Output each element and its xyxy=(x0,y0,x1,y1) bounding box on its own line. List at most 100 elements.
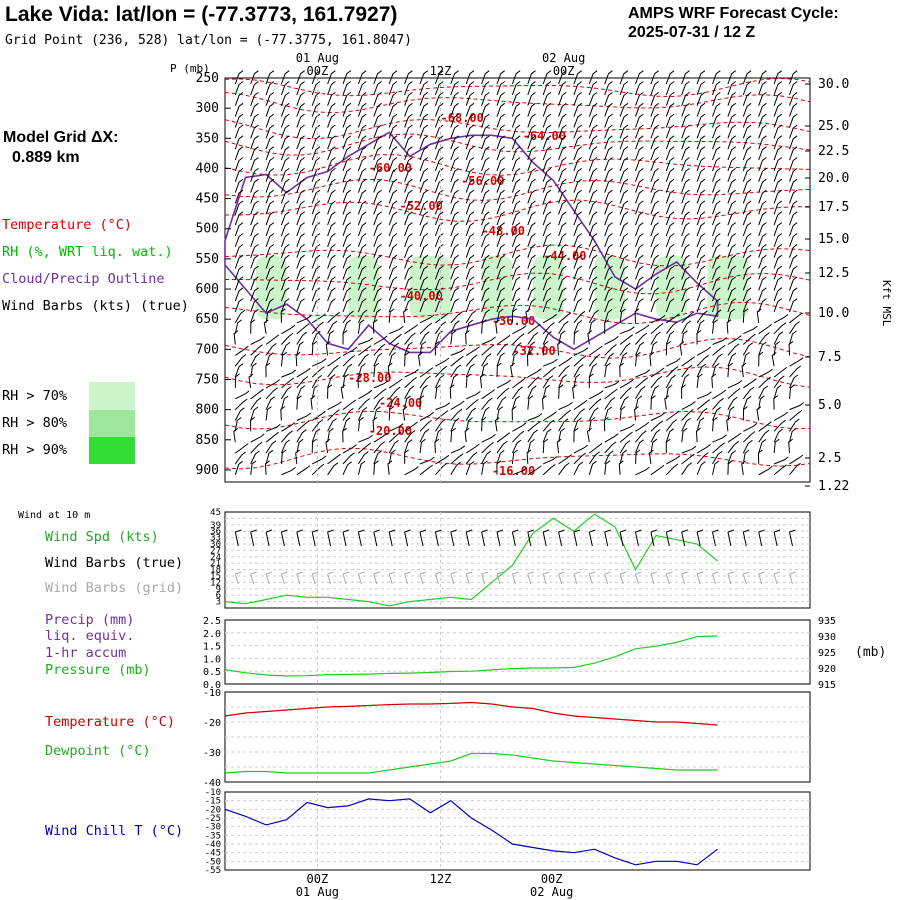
chill-tick--50: -50 xyxy=(205,857,221,867)
pressure-tick-450: 450 xyxy=(196,192,219,207)
pressure-tick-500: 500 xyxy=(196,222,219,237)
pressure-tick-350: 350 xyxy=(196,131,219,146)
chill-tick--40: -40 xyxy=(205,840,221,850)
pressure-label: Pressure (mb) xyxy=(45,662,151,678)
pressure-unit: (mb) xyxy=(855,645,886,660)
pressure-axis-label: P (mb) xyxy=(170,62,210,75)
temp-tick--10: -10 xyxy=(203,688,221,699)
isotherm-label-7: -40.00 xyxy=(399,289,442,303)
legend-rh80-swatch xyxy=(89,410,135,437)
isotherm-label-13: -16.00 xyxy=(492,464,535,478)
isotherm-1 xyxy=(224,92,811,114)
height-tick-3: 20.0 xyxy=(818,171,849,186)
legend-wind: Wind Barbs (kts) (true) xyxy=(2,298,189,314)
chill-tick--30: -30 xyxy=(205,823,221,833)
height-tick-7: 10.0 xyxy=(818,306,849,321)
legend-rh70-label: RH > 70% xyxy=(2,388,68,404)
height-tick-4: 17.5 xyxy=(818,200,849,215)
wind-tick-3: 3 xyxy=(216,598,221,608)
height-tick-5: 15.0 xyxy=(818,232,849,247)
wind-tick-24: 24 xyxy=(210,553,221,563)
wind-tick-15: 15 xyxy=(210,572,221,582)
wind-speed-line xyxy=(224,513,718,607)
isotherm-10 xyxy=(224,338,811,359)
pressure-line xyxy=(224,635,718,677)
chill-panel-frame xyxy=(224,791,811,871)
windchill-label: Wind Chill T (°C) xyxy=(45,823,184,839)
precip-tick-0: 2.5 xyxy=(203,616,221,627)
precip-panel-frame xyxy=(224,619,811,685)
chill-tick--35: -35 xyxy=(205,831,221,841)
rh-shade-6 xyxy=(656,255,687,320)
profile-wind-barbs xyxy=(233,70,804,476)
pressure-tick-700: 700 xyxy=(196,342,219,357)
rh-shade-3 xyxy=(481,255,513,320)
height-tick-1: 25.0 xyxy=(818,119,849,134)
precip-tick-4: 0.5 xyxy=(203,667,221,678)
windchill-line xyxy=(224,798,718,866)
pressure-tick-900: 900 xyxy=(196,463,219,478)
bottom-date-2: 02 Aug xyxy=(530,885,573,899)
legend-rh80-label: RH > 80% xyxy=(2,415,68,431)
pressure-tick-300: 300 xyxy=(196,101,219,116)
temp-tick--40: -40 xyxy=(203,778,221,789)
isotherm-13 xyxy=(224,447,811,470)
isotherm-7 xyxy=(224,244,811,267)
height-tick-8: 7.5 xyxy=(818,350,841,365)
isotherm-0 xyxy=(224,77,811,98)
forecast-cycle-title: AMPS WRF Forecast Cycle: xyxy=(628,5,839,22)
legend-rh90-label: RH > 90% xyxy=(2,442,68,458)
height-tick-0: 30.0 xyxy=(818,77,849,92)
chill-tick--55: -55 xyxy=(205,866,221,876)
top-time-00z: 00Z xyxy=(307,64,329,78)
isotherm-11 xyxy=(224,366,811,388)
wind-tick-6: 6 xyxy=(216,591,221,601)
legend-temperature: Temperature (°C) xyxy=(2,217,133,233)
rh-shade-2 xyxy=(409,255,451,320)
chill-tick--25: -25 xyxy=(205,814,221,824)
pressure-tick-850: 850 xyxy=(196,433,219,448)
temperature-line xyxy=(224,701,718,726)
pressure-tick-600: 600 xyxy=(196,282,219,297)
precip-label: Precip (mm) xyxy=(45,612,135,628)
model-grid-value: 0.889 km xyxy=(12,149,80,166)
top-date-2: 02 Aug xyxy=(542,51,585,65)
wind-speed-label: Wind Spd (kts) xyxy=(45,529,159,545)
top-time-00z-2: 00Z xyxy=(553,64,575,78)
isotherm-2 xyxy=(224,118,811,140)
wind-tick-9: 9 xyxy=(216,585,221,595)
pressure-tick-400: 400 xyxy=(196,161,219,176)
pressure-tick-right-920: 920 xyxy=(818,664,836,675)
legend-rh: RH (%, WRT liq. wat.) xyxy=(2,244,173,260)
chill-tick--45: -45 xyxy=(205,849,221,859)
page-title: Lake Vida: lat/lon = (-77.3773, 161.7927… xyxy=(5,3,398,26)
precip-tick-5: 0.0 xyxy=(203,680,221,691)
legend-rh90-swatch xyxy=(89,437,135,464)
wind-panel-frame xyxy=(224,511,811,609)
pressure-tick-800: 800 xyxy=(196,403,219,418)
height-tick-9: 5.0 xyxy=(818,398,841,413)
isotherm-label-0: -68.00 xyxy=(441,111,484,125)
height-tick-6: 12.5 xyxy=(818,266,849,281)
isotherm-label-5: -48.00 xyxy=(482,224,525,238)
pressure-tick-right-925: 925 xyxy=(818,648,836,659)
height-tick-2: 22.5 xyxy=(818,144,849,159)
temp-panel-frame xyxy=(224,691,811,783)
chill-tick--10: -10 xyxy=(205,788,221,798)
wind-tick-21: 21 xyxy=(210,559,221,569)
cloud-outline xyxy=(224,131,719,354)
isotherm-4 xyxy=(224,154,811,176)
isotherm-label-11: -24.00 xyxy=(379,396,422,410)
bottom-time-00z: 00Z xyxy=(307,872,329,886)
precip-tick-2: 1.5 xyxy=(203,642,221,653)
pressure-tick-250: 250 xyxy=(196,71,219,86)
height-axis-label: Kft MSL xyxy=(880,280,893,327)
isotherm-6 xyxy=(225,199,811,222)
bottom-date-1: 01 Aug xyxy=(296,885,339,899)
pressure-tick-550: 550 xyxy=(196,252,219,267)
precip-tick-1: 2.0 xyxy=(203,629,221,640)
dewpoint-line xyxy=(224,752,718,774)
temp-tick--30: -30 xyxy=(203,748,221,759)
legend-rh70-swatch xyxy=(89,382,135,410)
pressure-tick-750: 750 xyxy=(196,372,219,387)
